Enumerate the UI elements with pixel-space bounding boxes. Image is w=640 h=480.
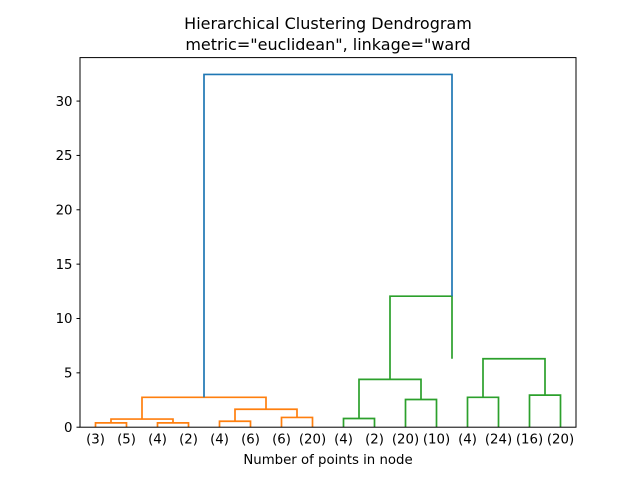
x-tick-label: (2)	[365, 433, 384, 448]
dendrogram-link	[141, 396, 267, 420]
y-tick-label: 20	[56, 203, 73, 218]
x-tick-label: (5)	[117, 433, 136, 448]
dendrogram-link	[280, 416, 314, 428]
dendrogram-link	[94, 422, 128, 428]
plot-frame	[79, 57, 577, 428]
chart-title: Hierarchical Clustering Dendrogram	[184, 14, 472, 33]
x-tick-label: (6)	[241, 433, 260, 448]
y-tick-label: 5	[64, 367, 72, 382]
x-tick-label: (20)	[299, 433, 326, 448]
dendrogram-link	[234, 408, 298, 422]
x-tick-label: (3)	[86, 433, 105, 448]
x-tick-label: (20)	[392, 433, 419, 448]
y-tick-label: 15	[56, 258, 73, 273]
x-tick-label: (4)	[458, 433, 477, 448]
dendrogram-link	[203, 73, 453, 398]
y-tick-label: 10	[56, 312, 73, 327]
x-tick-label: (4)	[148, 433, 167, 448]
dendrogram-link	[482, 357, 546, 398]
x-tick-label: (4)	[334, 433, 353, 448]
x-tick-label: (16)	[516, 433, 543, 448]
x-tick-label: (4)	[210, 433, 229, 448]
x-tick-label: (2)	[179, 433, 198, 448]
dendrogram-link	[466, 396, 500, 428]
dendrogram-link	[389, 295, 453, 380]
dendrogram-link	[342, 417, 376, 428]
x-tick-label: (24)	[485, 433, 512, 448]
x-tick-label: (10)	[423, 433, 450, 448]
y-tick-label: 25	[56, 149, 73, 164]
x-tick-label: (20)	[547, 433, 574, 448]
dendrogram-link	[404, 398, 438, 428]
dendrogram-link	[156, 422, 190, 428]
y-tick-label: 30	[56, 95, 73, 110]
dendrogram-link	[528, 394, 562, 428]
chart-subtitle: metric="euclidean", linkage="ward	[185, 35, 471, 54]
chart-title-block: Hierarchical Clustering Dendrogram metri…	[80, 13, 576, 55]
dendrogram-link	[218, 420, 252, 428]
y-tick-label: 0	[64, 421, 72, 436]
x-axis-label: Number of points in node	[243, 453, 413, 468]
x-tick-label: (6)	[272, 433, 291, 448]
